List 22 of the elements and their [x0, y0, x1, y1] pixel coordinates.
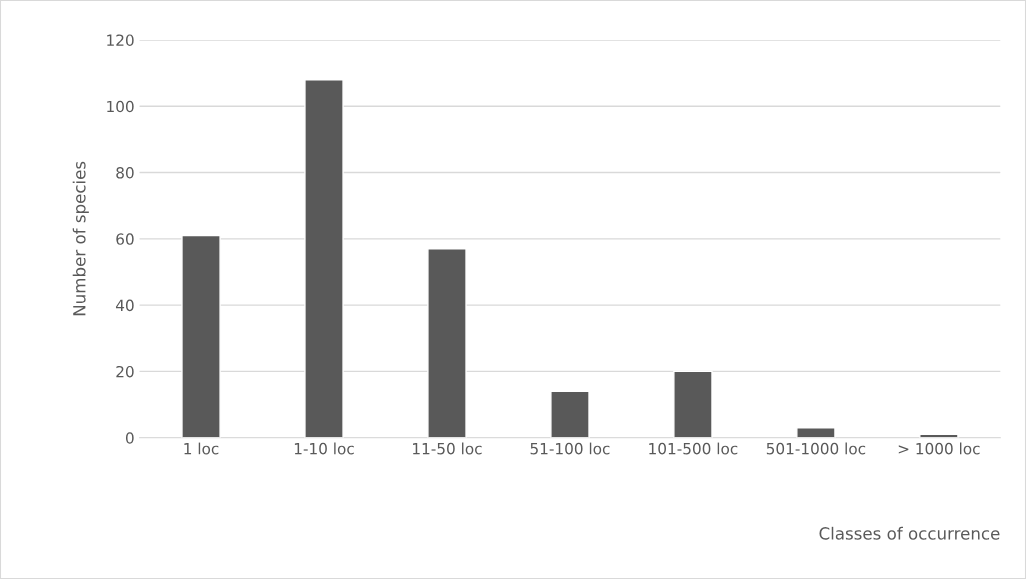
bar	[304, 79, 344, 438]
x-tick-label: 1 loc	[184, 442, 219, 455]
x-tick-label: > 1000 loc	[898, 442, 980, 455]
y-tick-label: 40	[115, 299, 134, 312]
x-tick-label: 101-500 loc	[649, 442, 738, 455]
x-tick-label: 51-100 loc	[530, 442, 610, 455]
x-tick-label: 501-1000 loc	[766, 442, 866, 455]
y-tick-label: 0	[125, 432, 134, 444]
y-axis-title: Number of species	[72, 161, 89, 316]
x-axis-title: Classes of occurrence	[819, 526, 1000, 540]
y-tick-label: 120	[107, 34, 134, 46]
bar	[796, 427, 836, 438]
y-tick-label: 100	[107, 100, 134, 113]
y-tick-label: 20	[116, 365, 134, 378]
x-tick-label: 1-10 loc	[294, 442, 354, 455]
y-tick-label: 80	[116, 167, 134, 179]
x-tick-label: 11-50 loc	[413, 442, 482, 455]
y-tick-label: 60	[116, 233, 134, 245]
bar	[181, 234, 221, 438]
bar	[550, 390, 590, 438]
bar	[673, 370, 713, 438]
bar	[427, 248, 467, 438]
